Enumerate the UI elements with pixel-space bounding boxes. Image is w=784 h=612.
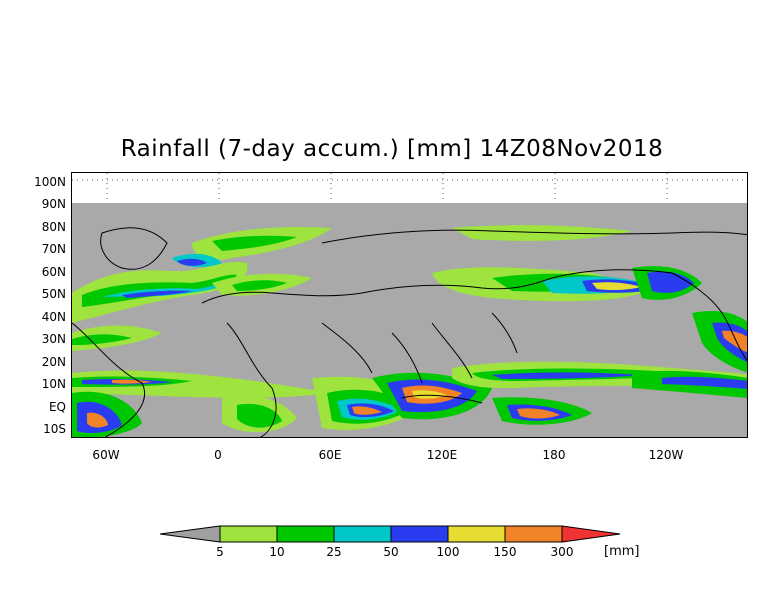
colorbar-label: 10: [269, 545, 285, 559]
colorbar-low-arrow: [160, 525, 221, 543]
graticule: [72, 173, 747, 203]
lon-label: 60W: [92, 448, 120, 462]
colorbar-unit: [mm]: [604, 544, 640, 559]
lat-label: EQ: [48, 400, 66, 414]
lat-label: 80N: [41, 220, 66, 234]
colorbar-label: 50: [383, 545, 399, 559]
lon-label: 60E: [318, 448, 342, 462]
lon-label: 120W: [648, 448, 684, 462]
rainfall-map: [71, 172, 748, 438]
rainfall-fields: [72, 225, 747, 437]
colorbar-high-arrow: [561, 525, 621, 543]
lat-label: 90N: [41, 197, 66, 211]
colorbar-label: 5: [216, 545, 224, 559]
lat-label: 60N: [41, 265, 66, 279]
map-canvas: [72, 173, 747, 437]
colorbar-swatch: [447, 525, 506, 543]
colorbar-swatch: [276, 525, 335, 543]
colorbar-swatch: [219, 525, 278, 543]
lat-label: 20N: [41, 355, 66, 369]
lat-label: 10N: [41, 377, 66, 391]
colorbar-label: 150: [493, 545, 517, 559]
colorbar-label: 25: [326, 545, 342, 559]
colorbar-swatch: [504, 525, 563, 543]
lon-label: 180: [542, 448, 566, 462]
colorbar-swatch: [333, 525, 392, 543]
lat-label: 100N: [34, 175, 66, 189]
lat-label: 30N: [41, 332, 66, 346]
no-data-band: [72, 173, 747, 203]
lon-label: 0: [214, 448, 222, 462]
colorbar-swatch: [390, 525, 449, 543]
lat-label: 70N: [41, 242, 66, 256]
colorbar: [160, 525, 621, 543]
lon-label: 120E: [426, 448, 458, 462]
map-title: Rainfall (7-day accum.) [mm] 14Z08Nov201…: [120, 136, 664, 162]
coastlines: [72, 227, 747, 437]
lat-label: 50N: [41, 287, 66, 301]
lat-label: 10S: [43, 422, 66, 436]
lat-label: 40N: [41, 310, 66, 324]
colorbar-label: 300: [550, 545, 574, 559]
colorbar-label: 100: [436, 545, 460, 559]
